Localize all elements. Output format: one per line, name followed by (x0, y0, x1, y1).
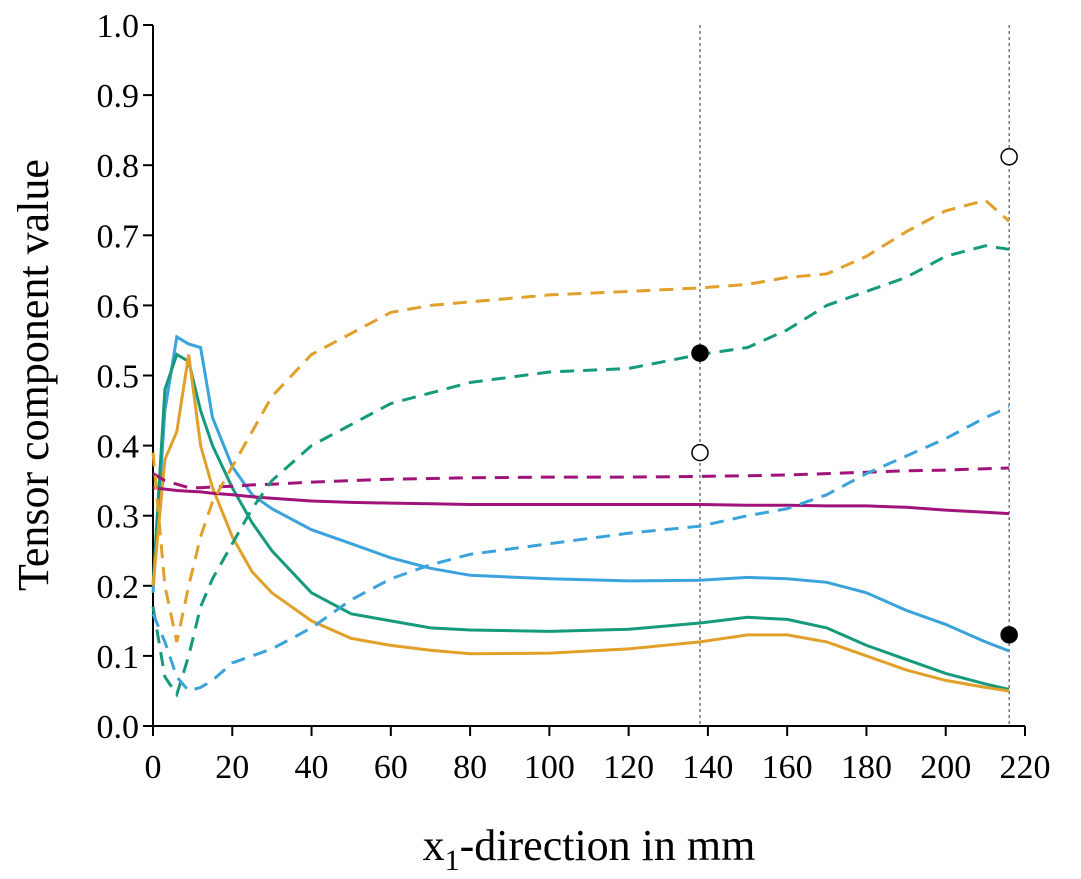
y-tick-label: 0.0 (97, 709, 140, 746)
line-series (151, 352, 1010, 691)
x-tick-label: 160 (762, 749, 813, 786)
x-tick-label: 20 (215, 749, 249, 786)
x-tick-label: 60 (374, 749, 408, 786)
x-tick-label: 180 (841, 749, 892, 786)
y-tick-label: 0.4 (97, 429, 140, 466)
x-tick-label: 80 (453, 749, 487, 786)
line-series (151, 334, 1010, 653)
x-axis-title-main: x (423, 821, 445, 870)
y-tick-label: 0.7 (97, 218, 140, 255)
marker (691, 443, 709, 462)
y-tick-label: 0.6 (97, 288, 140, 325)
x-tick-label: 100 (524, 749, 575, 786)
y-tick-label: 0.1 (97, 639, 140, 676)
x-tick-label: 120 (603, 749, 654, 786)
x-tick-label: 40 (295, 749, 329, 786)
line-series (152, 486, 1010, 516)
y-tick-label: 0.9 (97, 78, 140, 115)
line-series (151, 405, 1010, 693)
y-tick-label: 0.2 (97, 569, 140, 606)
x-axis-title-sub: 1 (445, 844, 460, 874)
line-series (151, 244, 1010, 698)
x-tick-label: 140 (682, 749, 733, 786)
marker (691, 344, 709, 362)
x-axis-title-rest: -direction in mm (460, 821, 756, 870)
x-tick-label: 200 (920, 749, 971, 786)
y-tick-label: 0.5 (97, 359, 140, 396)
marker (1000, 148, 1018, 166)
marker (1000, 626, 1018, 644)
x-axis-title: x1-direction in mm (423, 821, 756, 874)
y-tick-label: 0.8 (97, 148, 140, 185)
line-series (151, 198, 1011, 643)
x-tick-label: 0 (145, 749, 162, 786)
y-tick-label: 1.0 (97, 8, 140, 45)
x-tick-label: 220 (1000, 749, 1051, 786)
line-series (152, 466, 1010, 490)
y-tick-label: 0.3 (97, 499, 140, 536)
line-series (151, 354, 1010, 693)
y-axis-title: Tensor component value (9, 159, 58, 591)
